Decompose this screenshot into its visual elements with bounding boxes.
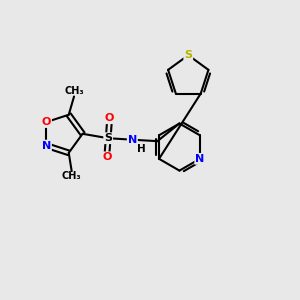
Text: S: S <box>184 50 192 60</box>
Text: O: O <box>42 117 51 127</box>
Text: CH₃: CH₃ <box>62 171 82 182</box>
Text: O: O <box>102 152 111 162</box>
Text: H: H <box>137 144 146 154</box>
Text: S: S <box>104 133 112 143</box>
Text: N: N <box>128 135 137 145</box>
Text: O: O <box>105 113 114 123</box>
Text: N: N <box>195 154 205 164</box>
Text: CH₃: CH₃ <box>64 86 84 96</box>
Text: N: N <box>42 141 51 151</box>
